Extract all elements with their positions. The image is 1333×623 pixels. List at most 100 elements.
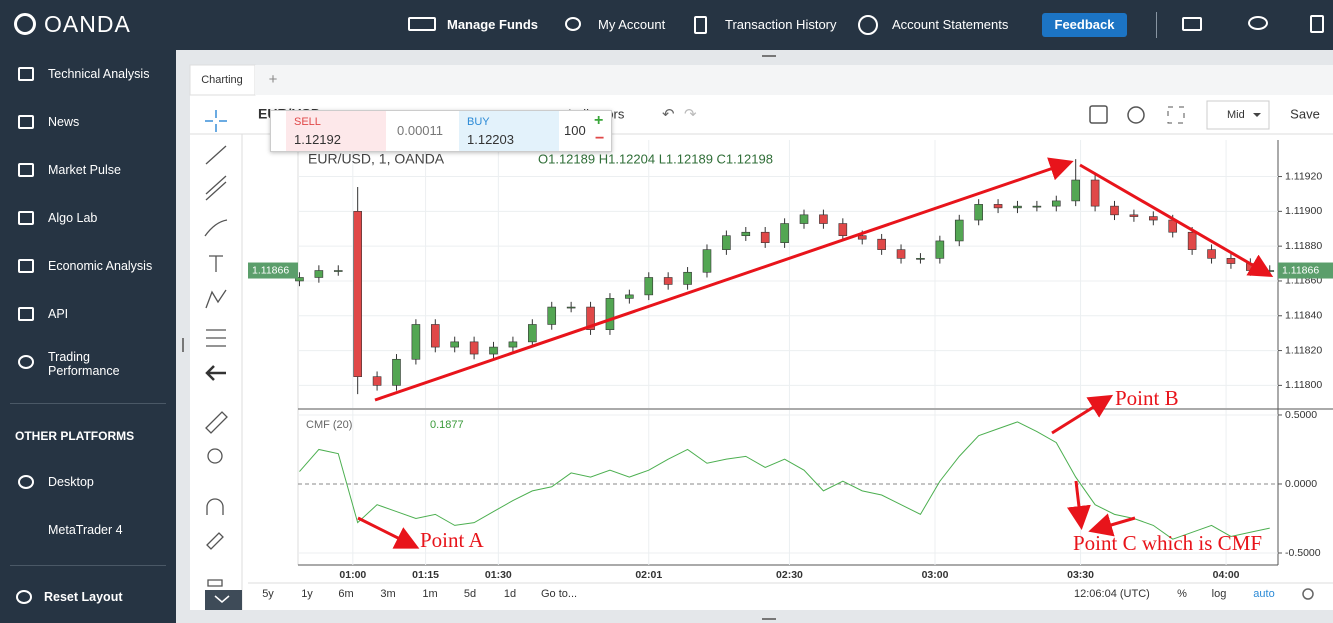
y-tick-label: 1.11900 (1285, 205, 1322, 217)
y-tick-label: 1.11920 (1285, 170, 1322, 182)
decrease[interactable]: − (595, 130, 605, 147)
reset-button[interactable]: Reset Layout (44, 590, 123, 604)
icon (18, 163, 34, 177)
y-tick-label: 1.11880 (1285, 240, 1322, 252)
candle-body (605, 298, 615, 330)
menu-item[interactable]: Algo Lab (48, 211, 98, 225)
buy-label: BUY (467, 116, 490, 128)
handle (762, 618, 776, 620)
tab-label[interactable]: Charting (201, 74, 243, 86)
annotation: Point C which is CMF (1073, 531, 1262, 555)
add-tab[interactable]: + (269, 71, 278, 88)
menu-item[interactable]: Technical Analysis (48, 67, 150, 81)
sell-label: SELL (294, 116, 321, 128)
candle-body (838, 223, 848, 237)
nav-link[interactable]: Manage Funds (447, 17, 539, 32)
candle-body (1149, 216, 1158, 221)
candle-body (314, 270, 324, 278)
arrow (357, 516, 420, 549)
feedback-button[interactable]: Feedback (1042, 13, 1127, 37)
icon[interactable] (1310, 15, 1324, 33)
candle-body (819, 214, 828, 224)
scale-option[interactable]: log (1212, 588, 1227, 600)
settings[interactable] (1302, 588, 1314, 600)
icon (18, 307, 34, 321)
range-button[interactable]: 1d (504, 588, 516, 600)
candle-body (760, 231, 770, 243)
range-button[interactable]: 1y (301, 588, 313, 600)
icon[interactable] (1248, 16, 1268, 30)
separator (10, 565, 166, 566)
arrow (374, 157, 1074, 402)
range-button[interactable]: 3m (380, 588, 395, 600)
price-type[interactable]: Mid (1227, 109, 1245, 121)
undo[interactable]: ↶ (662, 106, 675, 123)
candle-body (528, 324, 537, 343)
buy-box[interactable]: BUY 1.12203 (459, 111, 559, 151)
arrow (1051, 394, 1114, 435)
divider (1156, 12, 1157, 38)
y-tick-label: 1.11820 (1285, 344, 1322, 356)
tab[interactable] (189, 64, 256, 96)
redo[interactable]: ↷ (684, 106, 697, 123)
menu-item[interactable]: Economic Analysis (48, 259, 153, 273)
candle-body (1110, 205, 1119, 216)
menu-item[interactable]: Desktop (48, 475, 94, 489)
x-tick-label: 02:30 (776, 569, 803, 581)
icon[interactable] (1182, 17, 1202, 31)
workspace (176, 50, 1333, 623)
caret (1253, 113, 1261, 117)
menu-item[interactable]: API (48, 307, 69, 321)
x-tick-label: 01:00 (339, 569, 366, 581)
nav-link[interactable]: Account Statements (892, 17, 1009, 32)
logo-icon (14, 13, 36, 35)
range-button[interactable]: 1m (422, 588, 437, 600)
top-nav: OANDA Manage Funds My Account Transactio… (0, 0, 1333, 50)
candle-body (741, 231, 751, 237)
handle (182, 338, 184, 352)
menu-item[interactable]: Trading Performance (48, 350, 120, 378)
separator (10, 403, 166, 404)
x-tick-label: 03:30 (1067, 569, 1094, 581)
scale-option[interactable]: auto (1253, 588, 1274, 600)
save-button[interactable]: Save (1290, 106, 1320, 121)
menu-item[interactable]: News (48, 115, 80, 129)
nav-link[interactable]: My Account (598, 17, 666, 32)
units[interactable]: 100 (564, 123, 586, 138)
brand[interactable]: OANDA (44, 11, 131, 37)
nav-link[interactable]: Transaction History (725, 17, 837, 32)
settings[interactable] (1127, 106, 1145, 124)
candle-body (508, 341, 518, 348)
x-tick-label: 01:30 (485, 569, 512, 581)
candle-body (430, 324, 440, 348)
candle-body (1051, 200, 1061, 207)
candle-body (993, 204, 1003, 209)
sell-box[interactable]: SELL 1.12192 (286, 111, 386, 151)
candle-body (683, 271, 692, 285)
x-tick-label: 03:00 (922, 569, 949, 581)
range-button[interactable]: 5y (262, 588, 274, 600)
candle-body (780, 223, 789, 243)
icon (565, 17, 581, 31)
ohlc-legend: O1.12189 H1.12204 L1.12189 C1.12198 (538, 151, 773, 166)
menu-item[interactable]: Market Pulse (48, 163, 121, 177)
candle-body (916, 258, 925, 260)
last-price-label: 1.11866 (252, 264, 289, 276)
candle-body (644, 277, 654, 296)
annotations (357, 157, 1274, 549)
x-tick-label: 04:00 (1213, 569, 1240, 581)
goto-button[interactable]: Go to... (541, 588, 577, 600)
line-series (299, 421, 1270, 540)
candle-body (295, 277, 304, 282)
menu-item[interactable]: MetaTrader 4 (48, 523, 123, 537)
toggle[interactable] (1089, 105, 1108, 124)
scale-option[interactable]: % (1177, 588, 1187, 600)
range-button[interactable]: 5d (464, 588, 476, 600)
clock: 12:06:04 (UTC) (1074, 588, 1150, 600)
x-tick-label: 02:01 (635, 569, 662, 581)
increase[interactable]: + (594, 112, 604, 129)
x-tick-label: 01:15 (412, 569, 439, 581)
fullscreen[interactable] (1167, 106, 1185, 124)
range-button[interactable]: 6m (338, 588, 353, 600)
